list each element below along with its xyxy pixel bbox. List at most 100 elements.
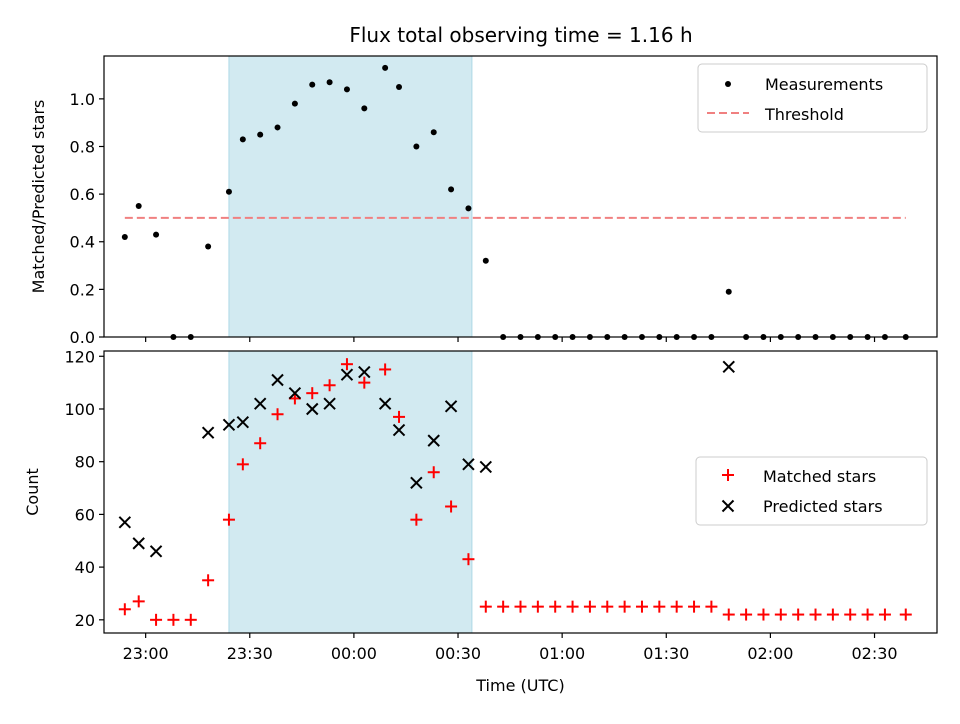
- matched-star-point: [899, 608, 912, 621]
- measurement-point: [725, 288, 732, 295]
- predicted-stars-series: [118, 360, 735, 558]
- matched-star-point: [393, 410, 406, 423]
- bottom-y-tick-label: 40: [75, 558, 95, 577]
- predicted-star-point: [444, 400, 458, 413]
- matched-star-point: [340, 358, 353, 371]
- measurement-point: [309, 81, 316, 88]
- measurement-point: [274, 124, 281, 131]
- predicted-star-point: [236, 415, 250, 429]
- matched-star-point: [118, 603, 131, 616]
- top-y-tick-label: 0.2: [70, 280, 95, 299]
- measurement-point: [225, 188, 232, 195]
- matched-star-point: [497, 600, 510, 613]
- matched-star-point: [705, 600, 718, 613]
- matched-star-point: [583, 600, 596, 613]
- measurement-point: [291, 100, 298, 107]
- matched-stars-series: [118, 358, 912, 626]
- matched-star-point: [462, 553, 475, 566]
- measurement-point: [482, 257, 489, 264]
- top-panel: 0.0 0.2 0.4 0.6 0.8 1.0 Matched/Predicted sta…: [29, 55, 938, 347]
- legend-predicted-label: Predicted stars: [763, 497, 883, 516]
- matched-star-point: [774, 608, 787, 621]
- matched-star-point: [236, 458, 249, 471]
- matched-star-point: [184, 613, 197, 626]
- measurement-point: [121, 233, 128, 240]
- bottom-x-tick-label: 00:30: [435, 644, 481, 663]
- top-y-tick-label: 0.8: [70, 137, 95, 156]
- measurement-point: [430, 129, 437, 136]
- measurement-point: [448, 186, 455, 193]
- predicted-star-point: [358, 365, 371, 379]
- top-y-axis-label: Matched/Predicted stars: [29, 100, 48, 294]
- bottom-x-tick-label: 02:00: [747, 644, 793, 663]
- measurement-point: [343, 86, 350, 93]
- matched-star-point: [150, 613, 163, 626]
- top-y-tick-label: 1.0: [70, 90, 95, 109]
- matched-star-point: [635, 600, 648, 613]
- bottom-shaded-span: [228, 350, 473, 634]
- matched-star-point: [792, 608, 805, 621]
- matched-star-point: [757, 608, 770, 621]
- measurement-point: [135, 203, 142, 210]
- predicted-star-point: [149, 545, 163, 558]
- top-x-ticks: [145, 337, 876, 342]
- chart-title: Flux total observing time = 1.16 h: [349, 23, 692, 47]
- matched-star-point: [202, 574, 215, 587]
- matched-star-point: [618, 600, 631, 613]
- predicted-star-point: [427, 434, 440, 447]
- measurement-point: [465, 205, 472, 212]
- top-axes-frame: [103, 55, 938, 338]
- matched-star-point: [358, 376, 371, 389]
- matched-star-point: [566, 600, 579, 613]
- matched-star-point: [653, 600, 666, 613]
- top-legend: Measurements Threshold: [697, 63, 928, 133]
- predicted-star-point: [462, 458, 475, 471]
- matched-star-point: [809, 608, 822, 621]
- matched-star-point: [323, 379, 336, 392]
- top-y-tick-label: 0.6: [70, 185, 95, 204]
- legend-measurements-marker: [725, 81, 731, 87]
- matched-star-point: [531, 600, 544, 613]
- bottom-y-tick-label: 80: [75, 453, 95, 472]
- bottom-x-tick-label: 01:30: [643, 644, 689, 663]
- predicted-star-point: [288, 386, 302, 400]
- matched-star-point: [427, 466, 440, 479]
- matched-star-point: [410, 513, 423, 526]
- top-shaded-rect: [228, 55, 473, 338]
- bottom-panel: 20 40 60 80 100 120 23:00 23:30 00:00 00:30 01:00…: [23, 347, 938, 695]
- legend-predicted-marker: [721, 499, 735, 513]
- measurement-point: [382, 64, 389, 71]
- predicted-star-point: [378, 397, 392, 410]
- predicted-star-point: [722, 360, 735, 374]
- bottom-x-tick-label: 00:00: [331, 644, 377, 663]
- matched-star-point: [878, 608, 891, 621]
- predicted-star-point: [392, 423, 406, 437]
- matched-star-point: [514, 600, 527, 613]
- matched-star-point: [740, 608, 753, 621]
- matched-star-point: [861, 608, 874, 621]
- bottom-legend-box: [695, 456, 928, 526]
- matched-star-point: [826, 608, 839, 621]
- matched-star-point: [306, 387, 319, 400]
- bottom-x-tick-label: 23:30: [227, 644, 273, 663]
- top-y-ticks: 0.0 0.2 0.4 0.6 0.8 1.0: [70, 90, 104, 347]
- bottom-y-axis-label: Count: [23, 468, 42, 516]
- predicted-star-point: [323, 397, 336, 410]
- bottom-legend: Matched stars Predicted stars: [695, 456, 928, 526]
- legend-threshold-label: Threshold: [764, 105, 844, 124]
- bottom-y-tick-label: 120: [64, 347, 95, 366]
- matched-star-point: [549, 600, 562, 613]
- matched-star-point: [271, 408, 284, 421]
- bottom-x-tick-label: 23:00: [123, 644, 169, 663]
- predicted-star-point: [479, 460, 492, 474]
- bottom-y-tick-label: 60: [75, 505, 95, 524]
- predicted-star-point: [271, 373, 284, 387]
- top-y-tick-label: 0.4: [70, 233, 95, 252]
- legend-matched-label: Matched stars: [763, 467, 876, 486]
- bottom-shaded-rect: [228, 350, 473, 634]
- matched-star-point: [167, 613, 180, 626]
- measurement-point: [205, 243, 212, 250]
- legend-matched-marker: [722, 469, 734, 481]
- matched-star-point: [379, 363, 392, 376]
